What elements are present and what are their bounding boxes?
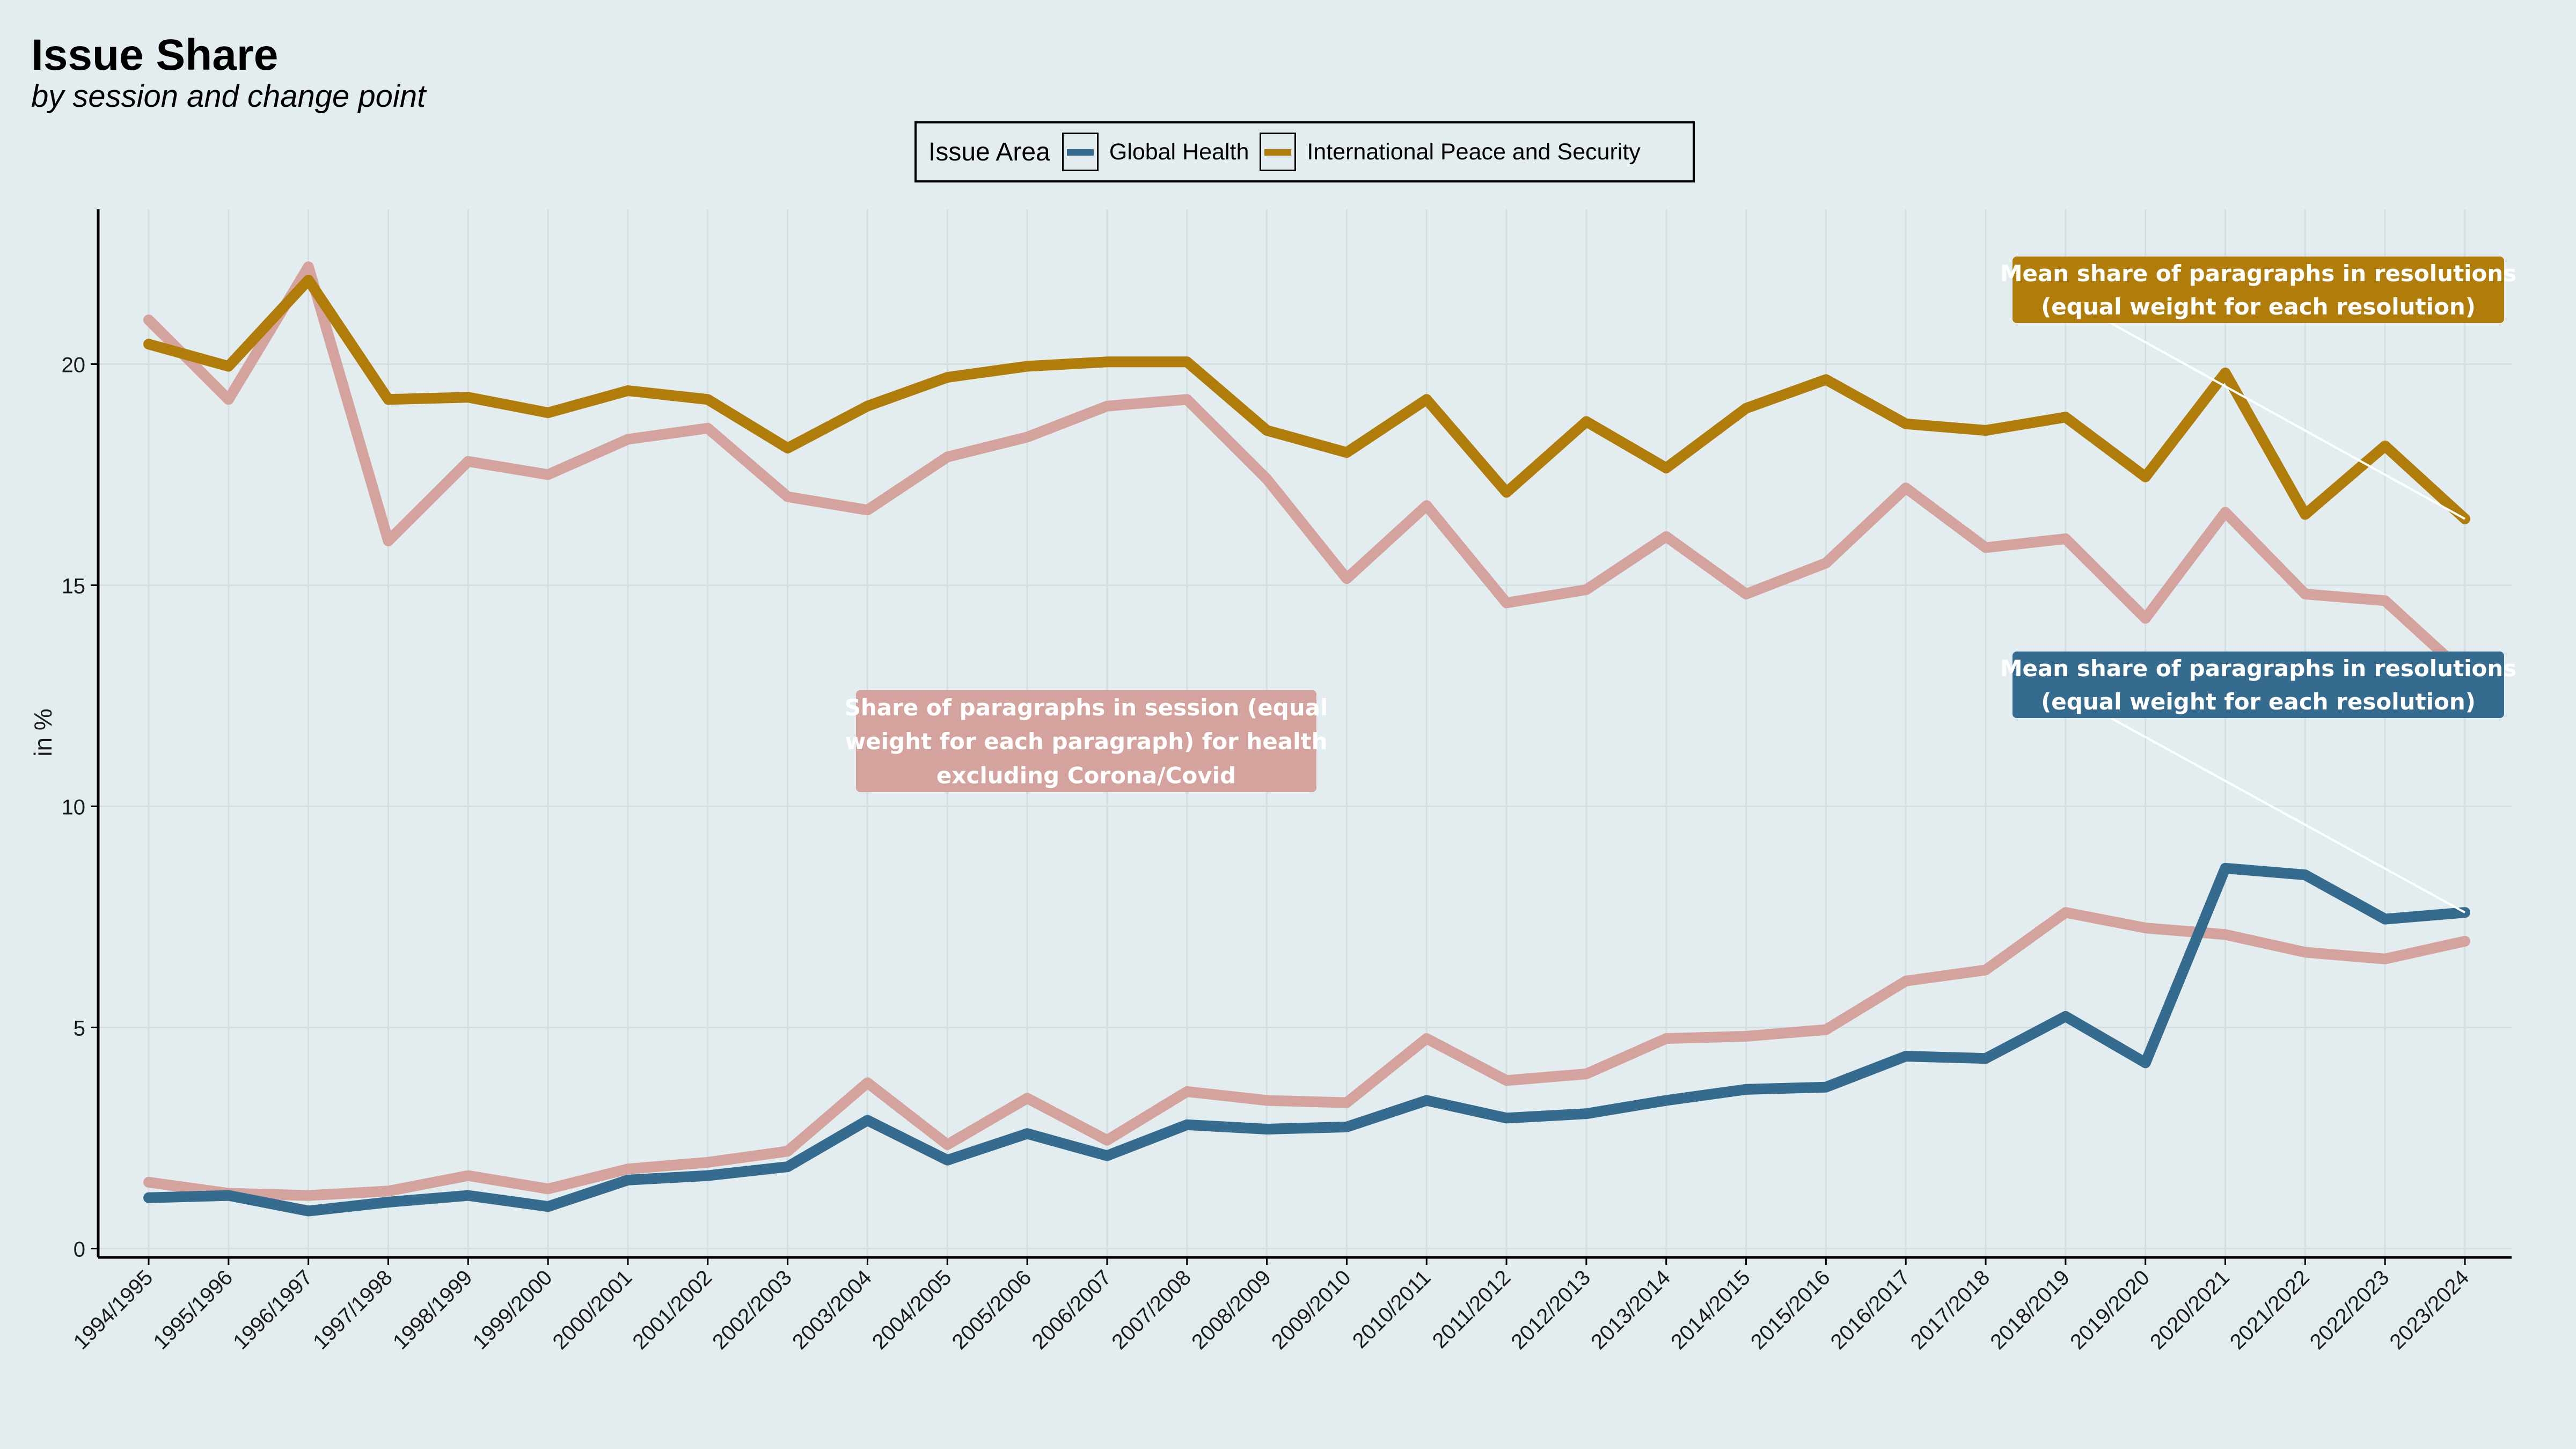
x-tick-label: 2008/2009	[1187, 1265, 1276, 1354]
x-tick-label: 1997/1998	[309, 1265, 397, 1354]
annotation-box	[2012, 257, 2504, 323]
annotation-box	[856, 690, 1316, 792]
legend-title: Issue Area	[928, 137, 1050, 166]
y-tick-label: 15	[62, 574, 86, 598]
legend-label-global-health: Global Health	[1109, 138, 1249, 165]
x-tick-label: 2002/2003	[708, 1265, 796, 1354]
x-tick-label: 2013/2014	[1586, 1265, 1675, 1354]
x-tick-label: 2018/2019	[1986, 1265, 2074, 1354]
x-tick-label: 2020/2021	[2146, 1265, 2234, 1354]
series-line-global-health	[143, 862, 2470, 1217]
series-line-pink-0	[143, 261, 2470, 679]
chart-subtitle: by session and change point	[31, 79, 426, 114]
x-tick-label: 2010/2011	[1348, 1265, 1436, 1353]
annotation-text: (equal weight for each resolution)	[2041, 294, 2476, 320]
x-tick-label: 2014/2015	[1666, 1265, 1755, 1354]
annotation-text: Mean share of paragraphs in resolutions	[2000, 655, 2517, 682]
x-tick-label: 1998/1999	[389, 1265, 477, 1354]
x-tick-label: 1995/1996	[149, 1265, 237, 1354]
y-axis-label: in %	[29, 708, 57, 756]
legend-key-peace-security	[1260, 133, 1297, 171]
y-tick-label: 20	[62, 353, 86, 377]
x-tick-label: 2007/2008	[1107, 1265, 1196, 1354]
annotation-text: (equal weight for each resolution)	[2041, 689, 2476, 715]
x-tick-label: 2003/2004	[788, 1265, 876, 1354]
x-tick-label: 2005/2006	[948, 1265, 1036, 1354]
x-tick-label: 2021/2022	[2226, 1265, 2314, 1354]
legend: Issue Area Global Health International P…	[914, 121, 1695, 182]
x-tick-label: 2016/2017	[1826, 1265, 1915, 1354]
x-tick-label: 1999/2000	[469, 1265, 557, 1354]
annotation-leader-line	[2110, 717, 2465, 913]
x-tick-label: 1994/1995	[69, 1265, 158, 1354]
y-tick-label: 5	[74, 1016, 85, 1040]
y-tick-label: 10	[62, 795, 86, 819]
legend-key-global-health	[1062, 133, 1099, 171]
annotation-text: weight for each paragraph) for health	[845, 728, 1328, 755]
legend-label-peace-security: International Peace and Security	[1307, 138, 1641, 165]
x-tick-label: 2000/2001	[548, 1265, 637, 1354]
x-tick-label: 2001/2002	[628, 1265, 716, 1354]
x-tick-label: 2004/2005	[868, 1265, 956, 1354]
series-lines	[143, 261, 2470, 1217]
annotations: Mean share of paragraphs in resolutions (…	[845, 257, 2517, 913]
chart-title: Issue Share	[31, 31, 279, 79]
annotation-box	[2012, 652, 2504, 718]
x-tick-label: 2015/2016	[1746, 1265, 1835, 1354]
y-tick-label: 0	[74, 1238, 85, 1262]
annotation-text: Share of paragraphs in session (equal	[845, 694, 1328, 721]
x-tick-label: 2011/2012	[1428, 1265, 1516, 1353]
x-tick-label: 2022/2023	[2306, 1265, 2394, 1354]
x-tick-label: 2017/2018	[1906, 1265, 1995, 1354]
x-tick-label: 2019/2020	[2066, 1265, 2154, 1354]
x-tick-label: 2023/2024	[2385, 1265, 2474, 1354]
series-line-pink-1	[143, 907, 2470, 1201]
annotation-text: excluding Corona/Covid	[936, 762, 1236, 788]
annotation-leader-line	[2110, 322, 2465, 520]
annotation-text: Mean share of paragraphs in resolutions	[2000, 260, 2517, 287]
x-tick-label: 2006/2007	[1027, 1265, 1116, 1354]
x-tick-label: 1996/1997	[229, 1265, 317, 1354]
x-tick-label: 2009/2010	[1267, 1265, 1356, 1354]
series-line-international-peace-and-security	[143, 274, 2470, 524]
x-tick-label: 2012/2013	[1506, 1265, 1595, 1354]
